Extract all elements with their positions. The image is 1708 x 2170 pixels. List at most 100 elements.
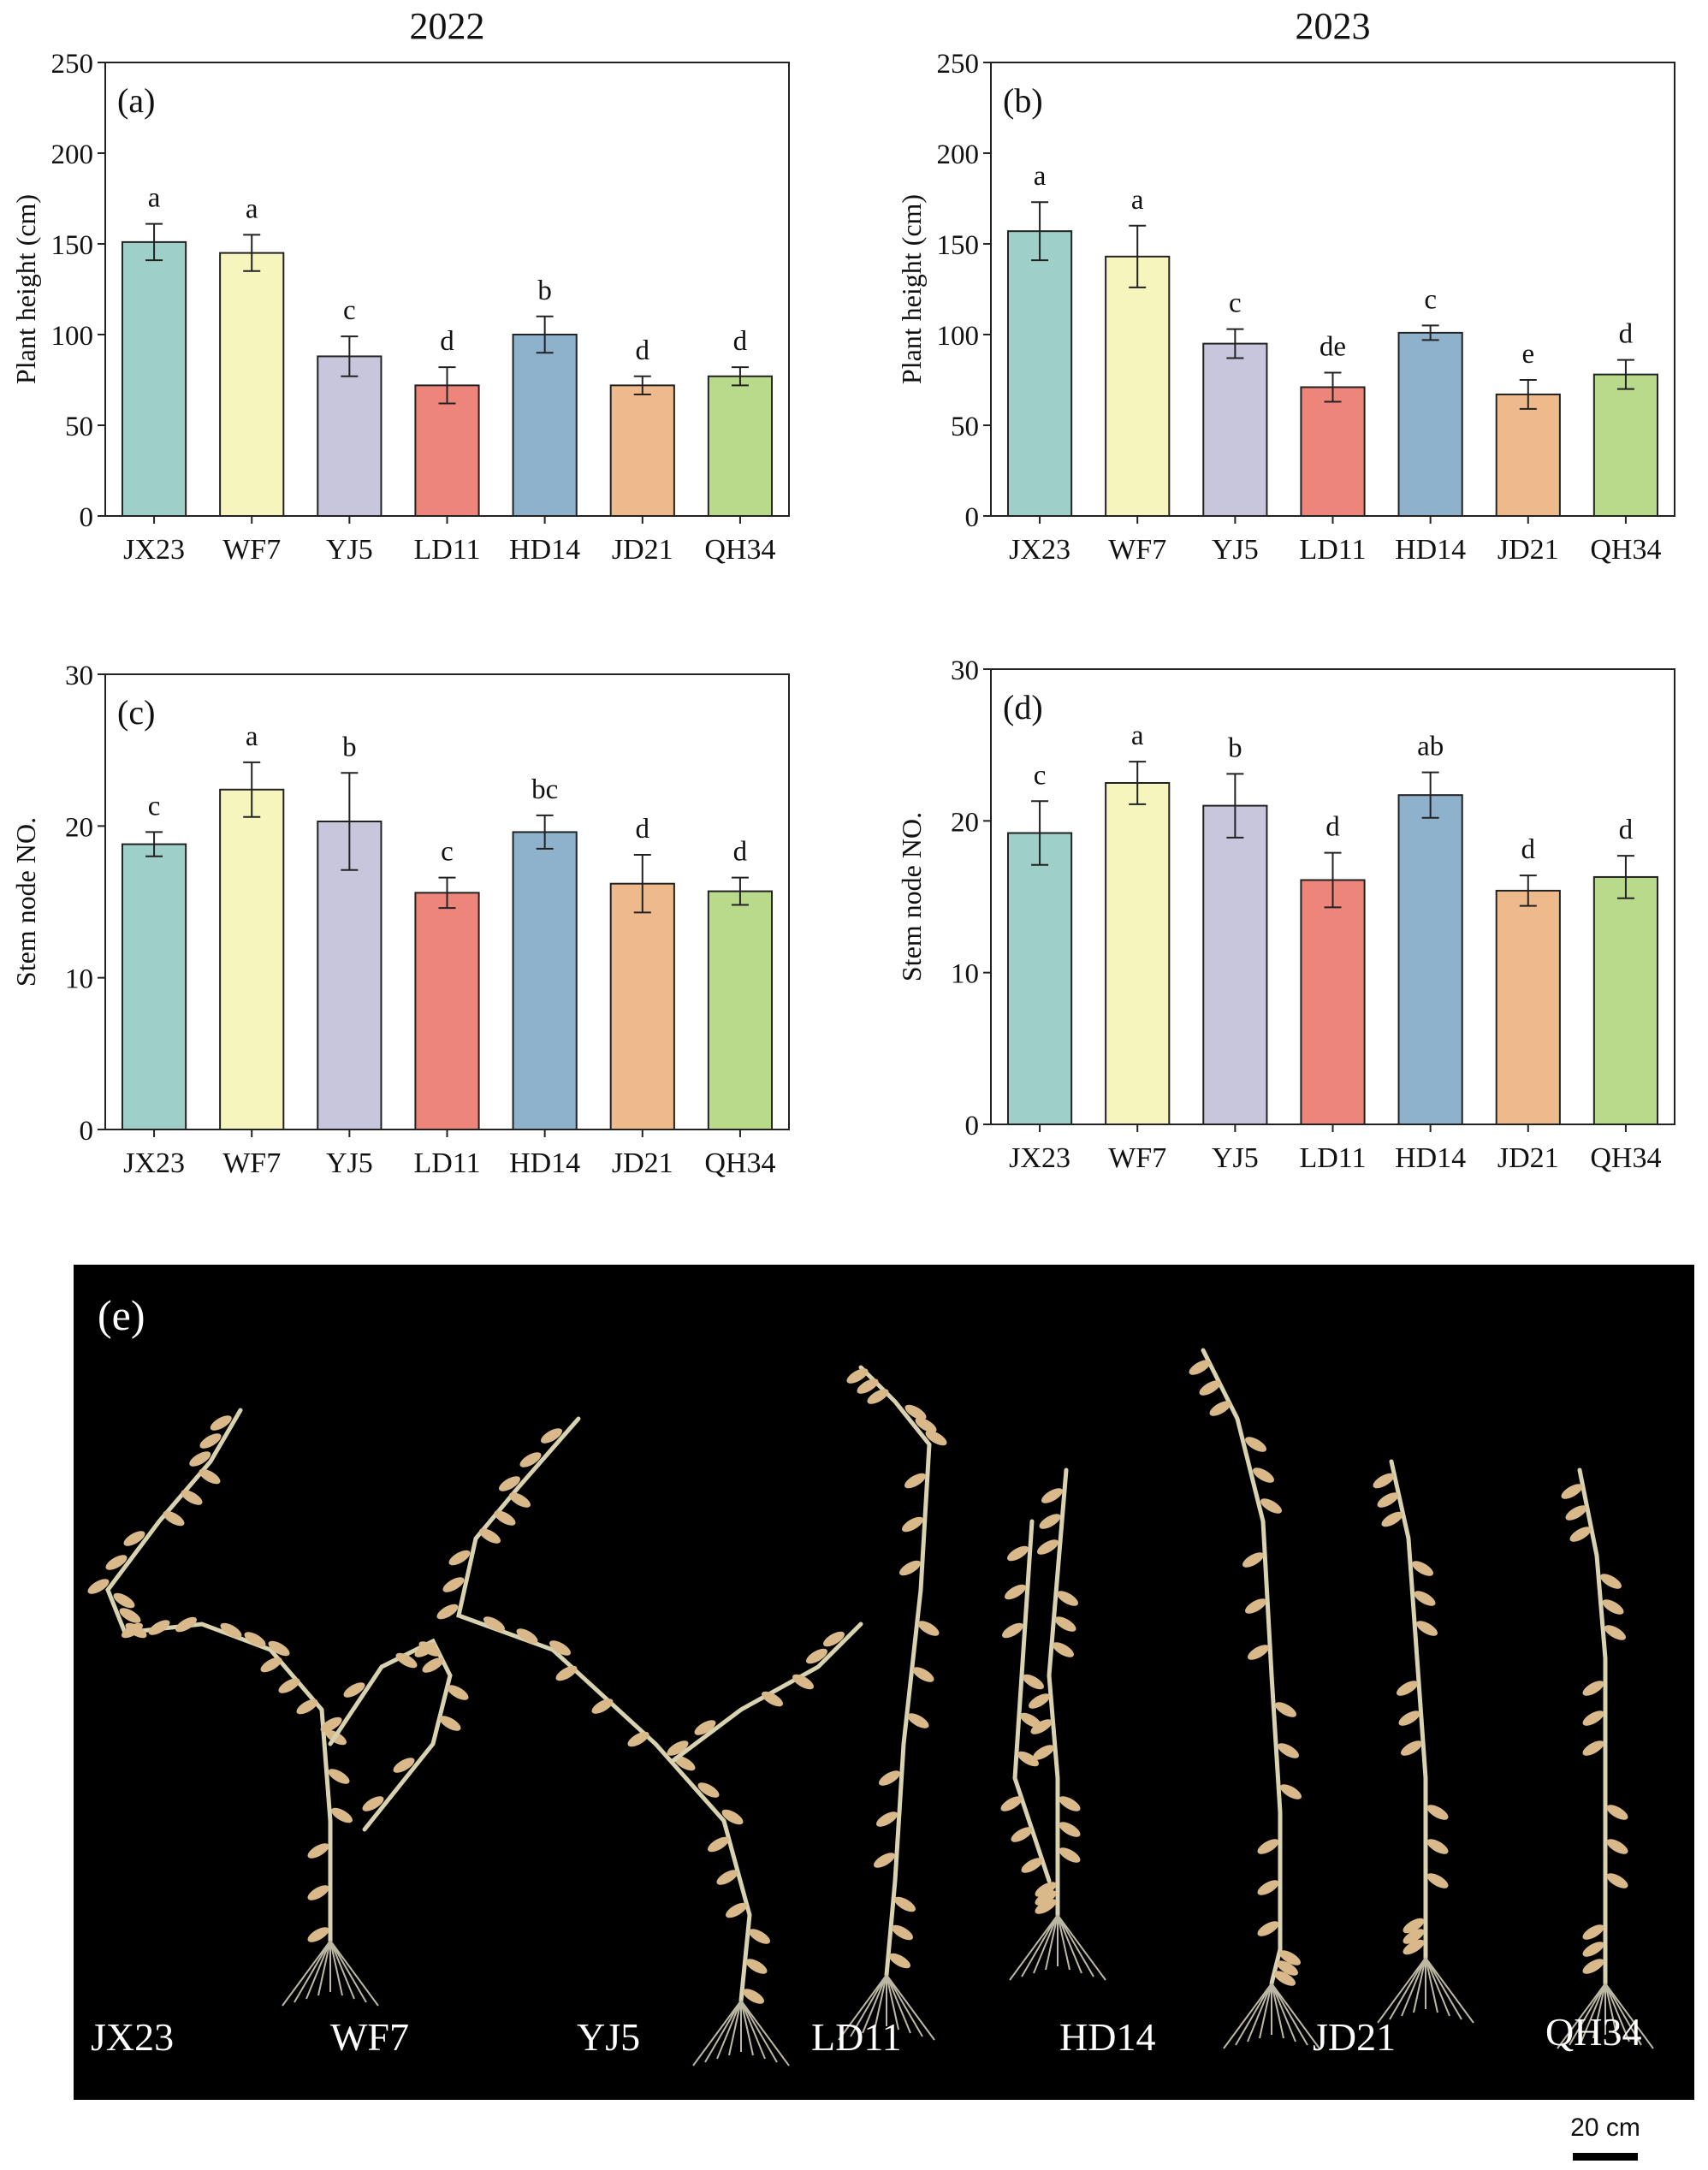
bar-jx23 <box>121 240 187 517</box>
chart-panel-0: 2022 0 50 100 150 200 250 Plant height (cm) (a) a… <box>10 5 790 566</box>
plant-pod <box>393 1758 415 1773</box>
plant-pod <box>716 1870 738 1885</box>
y-tick-label: 200 <box>51 139 94 170</box>
plant-label-jd21: JD21 <box>1313 2015 1397 2059</box>
plant-pod <box>499 1476 520 1491</box>
bar-wf7 <box>219 788 285 1130</box>
plant-photo-panel: (e) JX23 WF7 YJ5 LD11 HD14 JD21 QH34 <box>74 1265 1694 2100</box>
bar-hd14 <box>512 831 578 1131</box>
plant-root <box>886 1974 899 2031</box>
plant-stem <box>456 1416 752 2003</box>
plant-pod <box>516 1628 538 1644</box>
panel-label: (a) <box>117 81 155 120</box>
bar-wf7 <box>219 252 285 517</box>
plant-root <box>1057 1914 1106 1981</box>
plant-root <box>886 1974 935 2041</box>
plant-root <box>1425 1957 1474 2024</box>
plant-pod <box>907 1713 929 1728</box>
bar-ld11 <box>1300 386 1366 518</box>
plant-pod <box>1416 1621 1438 1636</box>
plant-pod <box>395 1652 418 1669</box>
plant-pod <box>1039 1514 1061 1529</box>
scale-bar-label: 20 cm <box>1570 2114 1640 2142</box>
x-tick-label: WF7 <box>1108 534 1166 566</box>
plant-pod <box>483 1616 505 1632</box>
plant-pod <box>846 1368 869 1384</box>
y-tick-label: 0 <box>80 502 94 533</box>
plant-jd21-b <box>1373 1459 1474 2024</box>
panel-label: (c) <box>117 693 155 732</box>
plant-root <box>740 2000 778 2063</box>
plant-pod <box>307 1927 329 1942</box>
x-tick-label: JX23 <box>1009 1142 1070 1174</box>
plant-pod <box>199 1433 222 1449</box>
plant-pod <box>1257 1839 1279 1854</box>
significance-letter: c <box>441 837 454 868</box>
plant-pod <box>1582 1711 1604 1726</box>
plant-root <box>305 1940 331 2000</box>
plant-pod <box>915 1417 937 1433</box>
plant-pod <box>1604 1625 1626 1640</box>
scale-bar: 20 cm <box>1563 2114 1648 2165</box>
plant-pod <box>1257 1921 1279 1936</box>
chart-panel-2: 0 10 20 30 Stem node NO. (c) c JX23 a WF7 b YJ5 c LD1… <box>10 661 790 1179</box>
plant-root <box>1223 1983 1272 2049</box>
plant-silhouettes <box>87 1348 1654 2066</box>
plant-pod <box>244 1632 266 1647</box>
plant-root <box>1425 1957 1438 2013</box>
plant-pod <box>307 1885 329 1900</box>
plant-label-wf7: WF7 <box>330 2015 409 2059</box>
plant-pod <box>494 1510 516 1526</box>
plant-pod <box>1054 1616 1076 1632</box>
bar-jd21 <box>1495 393 1561 517</box>
plant-stem <box>858 1365 932 1977</box>
plant-root <box>1389 1957 1426 2020</box>
plant-pod <box>1569 1527 1592 1542</box>
bar-qh34 <box>1592 875 1659 1125</box>
plant-pod <box>894 1896 916 1912</box>
bar-wf7 <box>1105 782 1171 1125</box>
plant-pod <box>1582 1942 1604 1957</box>
plant-pod <box>745 1959 768 1974</box>
x-tick-label: QH34 <box>1590 534 1661 566</box>
plant-pod <box>362 1796 384 1811</box>
plant-root <box>1377 1957 1426 2024</box>
plant-root <box>1271 1983 1308 2046</box>
plant-pod <box>1248 1645 1269 1660</box>
plant-stem <box>1389 1459 1428 1960</box>
plant-pod <box>874 1853 895 1868</box>
plant-root <box>329 1940 355 2000</box>
plant-pod <box>123 1531 145 1546</box>
plant-pod <box>1279 1950 1301 1965</box>
plant-pod <box>889 1953 910 1969</box>
plant-pod <box>509 1492 531 1508</box>
plant-pod <box>1565 1505 1587 1521</box>
plant-pod <box>902 1516 923 1533</box>
significance-letter: ab <box>1417 732 1444 762</box>
x-tick-label: JD21 <box>1497 534 1559 566</box>
significance-letter: b <box>342 732 357 762</box>
x-tick-label: JD21 <box>612 1147 673 1179</box>
plant-yj5 <box>436 1416 790 2066</box>
plant-pod <box>1242 1552 1264 1568</box>
plant-pod <box>1053 1642 1074 1657</box>
plant-root <box>1021 1914 1059 1977</box>
plant-pod <box>1582 1924 1604 1940</box>
significance-letter: d <box>636 814 650 845</box>
plant-pod <box>439 1716 461 1731</box>
significance-letter: c <box>148 791 161 821</box>
scale-bar-line <box>1573 2153 1638 2161</box>
plant-root <box>1057 1914 1082 1974</box>
plant-pod <box>422 1657 444 1673</box>
plant-root <box>329 1940 343 1996</box>
y-tick-label: 250 <box>51 49 94 80</box>
significance-letter: a <box>246 193 258 224</box>
bar-jx23 <box>1006 230 1073 517</box>
plant-pod <box>1403 1918 1425 1934</box>
plant-pod <box>296 1699 318 1715</box>
plant-pod <box>1059 1847 1081 1863</box>
plant-pod <box>673 1755 696 1771</box>
plant-pod <box>119 1608 141 1623</box>
plant-pod <box>343 1682 365 1698</box>
